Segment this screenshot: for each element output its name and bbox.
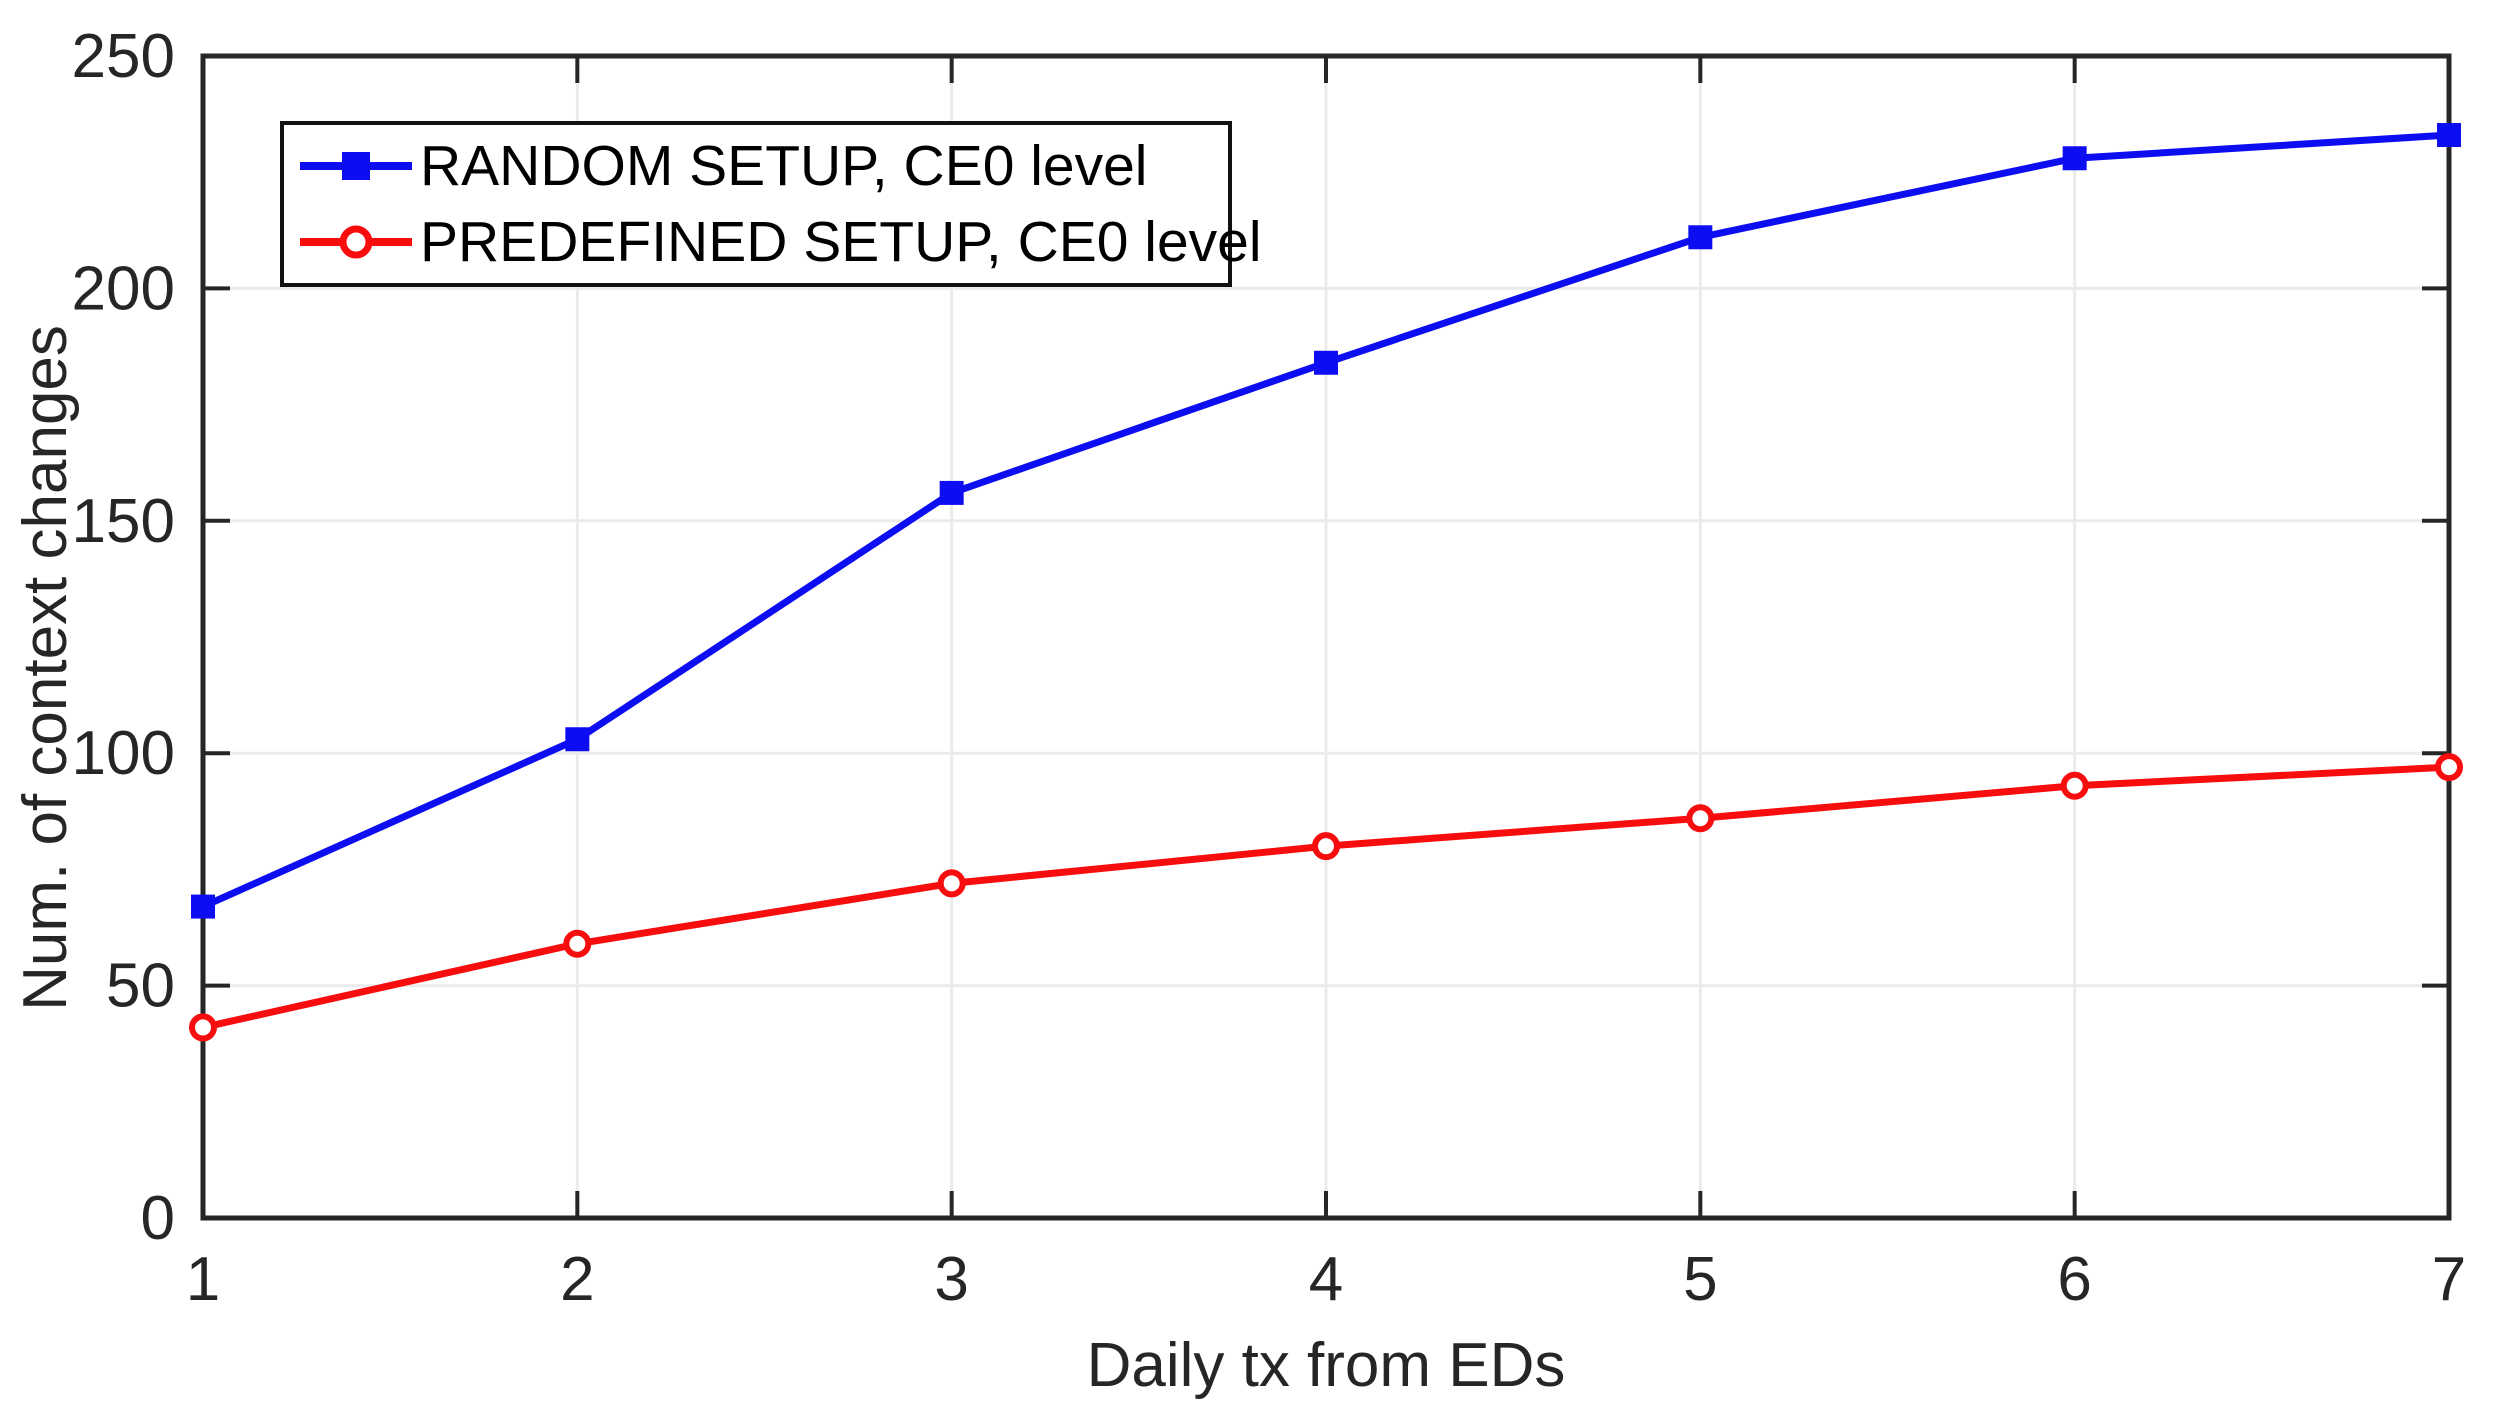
data-point-marker-square xyxy=(1314,350,1338,375)
data-point-marker-circle xyxy=(1312,832,1340,861)
x-tick-label: 6 xyxy=(2057,1245,2091,1314)
legend-label-predefined: PREDEFINED SETUP, CE0 level xyxy=(420,210,1262,274)
y-tick-label: 0 xyxy=(141,1184,175,1253)
y-tick-label: 50 xyxy=(106,952,175,1021)
data-point-marker-square xyxy=(1688,225,1713,250)
data-point-marker-square xyxy=(191,894,215,919)
x-axis-label: Daily tx from EDs xyxy=(1086,1331,1566,1400)
data-point-marker-circle xyxy=(563,929,592,958)
y-tick-label: 250 xyxy=(72,22,175,91)
legend-swatch-random-line-icon xyxy=(300,152,412,180)
data-point-marker-circle xyxy=(1686,804,1715,833)
y-axis-label: Num. of context changes xyxy=(10,325,80,1011)
data-point-marker-circle xyxy=(937,869,966,898)
legend-label-random: RANDOM SETUP, CE0 level xyxy=(420,134,1148,198)
legend: RANDOM SETUP, CE0 level PREDEFINED SETUP… xyxy=(280,121,1262,287)
legend-swatch-predefined-line-icon xyxy=(300,225,412,259)
x-tick-label: 5 xyxy=(1683,1245,1717,1314)
data-point-marker-square xyxy=(2062,146,2087,171)
x-tick-label: 7 xyxy=(2432,1245,2466,1314)
x-tick-label: 4 xyxy=(1309,1245,1343,1314)
x-tick-label: 1 xyxy=(186,1245,220,1314)
data-point-marker-square xyxy=(939,480,964,505)
data-point-marker-circle xyxy=(2060,771,2089,800)
y-tick-label: 100 xyxy=(72,719,175,788)
data-point-marker-square xyxy=(2437,123,2461,148)
x-tick-label: 3 xyxy=(934,1245,968,1314)
y-tick-label: 200 xyxy=(72,254,175,323)
legend-entry-predefined: PREDEFINED SETUP, CE0 level xyxy=(298,205,1262,279)
data-point-marker-circle xyxy=(2435,753,2463,782)
legend-entry-random: RANDOM SETUP, CE0 level xyxy=(298,129,1218,203)
x-tick-label: 2 xyxy=(560,1245,594,1314)
y-tick-label: 150 xyxy=(72,487,175,556)
data-point-marker-square xyxy=(565,727,590,752)
data-point-marker-circle xyxy=(189,1013,217,1042)
